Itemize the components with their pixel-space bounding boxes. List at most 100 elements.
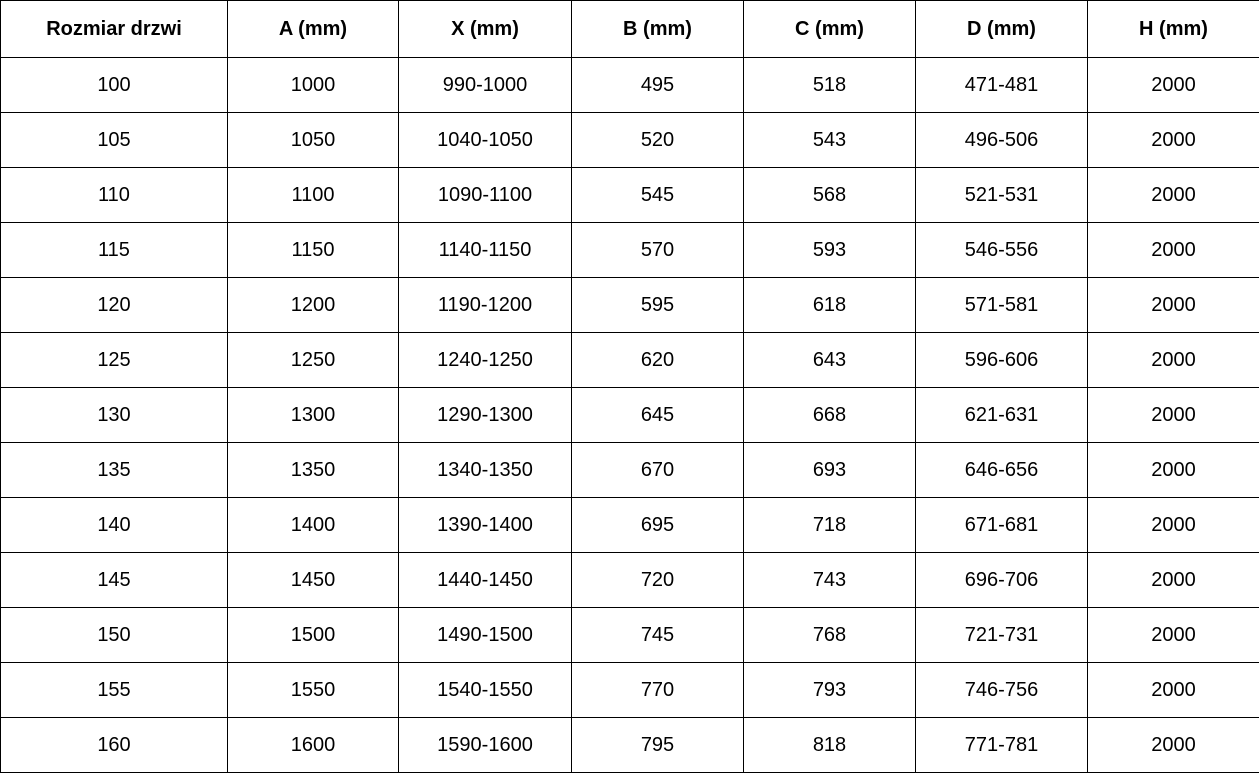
table-cell: 768 (744, 608, 916, 663)
table-cell: 745 (572, 608, 744, 663)
table-cell: 696-706 (916, 553, 1088, 608)
table-cell: 1550 (228, 663, 399, 718)
table-cell: 693 (744, 443, 916, 498)
table-cell: 1490-1500 (399, 608, 572, 663)
table-cell: 145 (1, 553, 228, 608)
table-cell: 795 (572, 718, 744, 773)
table-cell: 1600 (228, 718, 399, 773)
table-cell: 2000 (1088, 718, 1259, 773)
table-cell: 571-581 (916, 278, 1088, 333)
table-cell: 770 (572, 663, 744, 718)
table-cell: 520 (572, 113, 744, 168)
table-cell: 620 (572, 333, 744, 388)
column-header: X (mm) (399, 1, 572, 58)
table-cell: 671-681 (916, 498, 1088, 553)
column-header: Rozmiar drzwi (1, 1, 228, 58)
table-cell: 721-731 (916, 608, 1088, 663)
table-cell: 1450 (228, 553, 399, 608)
table-cell: 545 (572, 168, 744, 223)
table-cell: 2000 (1088, 388, 1259, 443)
table-cell: 718 (744, 498, 916, 553)
table-cell: 743 (744, 553, 916, 608)
table-cell: 570 (572, 223, 744, 278)
table-cell: 2000 (1088, 168, 1259, 223)
table-cell: 1250 (228, 333, 399, 388)
column-header: H (mm) (1088, 1, 1259, 58)
table-cell: 646-656 (916, 443, 1088, 498)
table-cell: 2000 (1088, 58, 1259, 113)
column-header: C (mm) (744, 1, 916, 58)
table-cell: 1300 (228, 388, 399, 443)
table-cell: 1350 (228, 443, 399, 498)
table-cell: 140 (1, 498, 228, 553)
table-cell: 596-606 (916, 333, 1088, 388)
table-cell: 568 (744, 168, 916, 223)
table-cell: 2000 (1088, 333, 1259, 388)
table-cell: 1090-1100 (399, 168, 572, 223)
table-cell: 746-756 (916, 663, 1088, 718)
table-cell: 668 (744, 388, 916, 443)
table-cell: 1240-1250 (399, 333, 572, 388)
table-cell: 1340-1350 (399, 443, 572, 498)
table-cell: 645 (572, 388, 744, 443)
table-cell: 2000 (1088, 278, 1259, 333)
table-cell: 100 (1, 58, 228, 113)
table-cell: 771-781 (916, 718, 1088, 773)
table-cell: 115 (1, 223, 228, 278)
column-header: D (mm) (916, 1, 1088, 58)
table-cell: 1400 (228, 498, 399, 553)
table-cell: 543 (744, 113, 916, 168)
table-cell: 2000 (1088, 443, 1259, 498)
table-cell: 990-1000 (399, 58, 572, 113)
table-cell: 621-631 (916, 388, 1088, 443)
table-cell: 695 (572, 498, 744, 553)
table-cell: 105 (1, 113, 228, 168)
table-cell: 2000 (1088, 553, 1259, 608)
table-cell: 720 (572, 553, 744, 608)
table-cell: 1290-1300 (399, 388, 572, 443)
table-cell: 1150 (228, 223, 399, 278)
table-cell: 120 (1, 278, 228, 333)
table-cell: 1050 (228, 113, 399, 168)
table-cell: 1040-1050 (399, 113, 572, 168)
table-cell: 643 (744, 333, 916, 388)
table-cell: 2000 (1088, 498, 1259, 553)
table-cell: 2000 (1088, 663, 1259, 718)
table-cell: 1540-1550 (399, 663, 572, 718)
table-cell: 818 (744, 718, 916, 773)
column-header: A (mm) (228, 1, 399, 58)
table-cell: 595 (572, 278, 744, 333)
table-cell: 1100 (228, 168, 399, 223)
table-cell: 593 (744, 223, 916, 278)
table-cell: 1190-1200 (399, 278, 572, 333)
table-cell: 521-531 (916, 168, 1088, 223)
table-cell: 155 (1, 663, 228, 718)
table-cell: 135 (1, 443, 228, 498)
table-cell: 793 (744, 663, 916, 718)
table-cell: 110 (1, 168, 228, 223)
table-cell: 471-481 (916, 58, 1088, 113)
table-cell: 670 (572, 443, 744, 498)
table-cell: 1140-1150 (399, 223, 572, 278)
table-cell: 495 (572, 58, 744, 113)
table-cell: 150 (1, 608, 228, 663)
table-cell: 130 (1, 388, 228, 443)
table-cell: 1590-1600 (399, 718, 572, 773)
table-cell: 518 (744, 58, 916, 113)
table-cell: 618 (744, 278, 916, 333)
